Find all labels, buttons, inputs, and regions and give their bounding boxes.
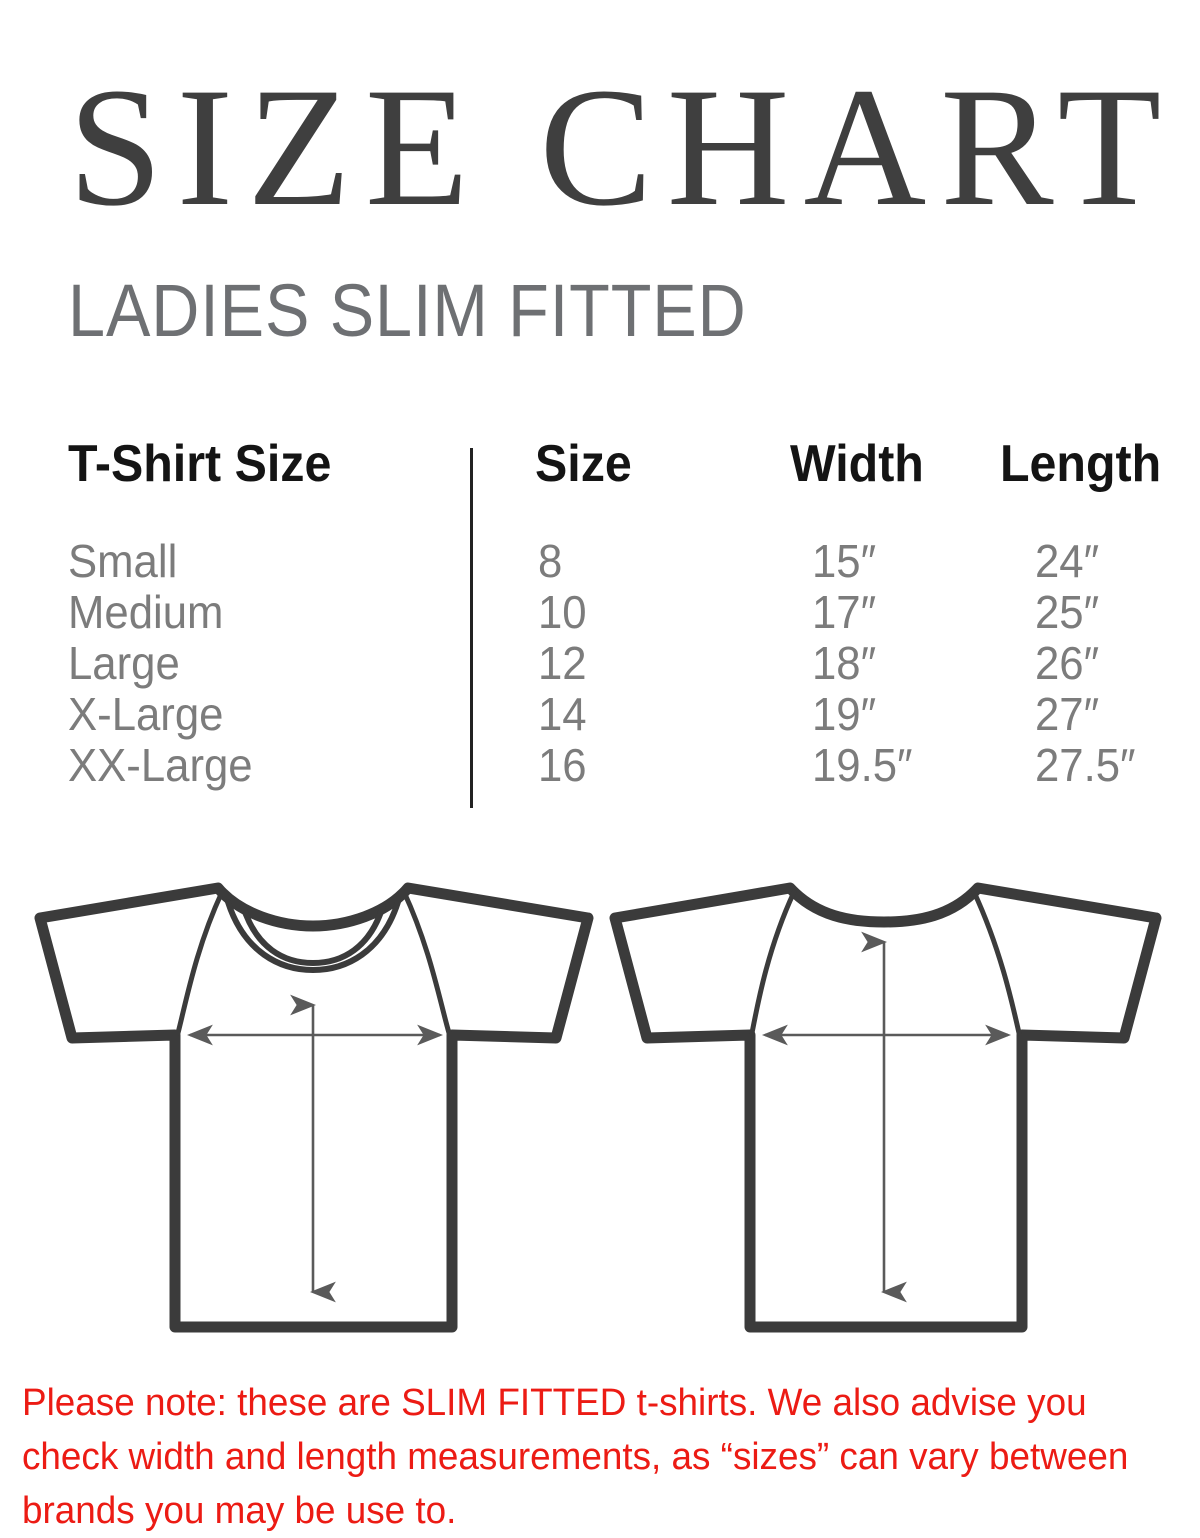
table-row: XX-Large 16 19.5″ 27.5″	[0, 740, 1200, 791]
cell-width: 17″	[812, 586, 877, 638]
collar-ring-inner-front	[240, 903, 386, 967]
cell-size-number: 14	[538, 688, 587, 740]
armhole-seam-left-back	[749, 889, 797, 1036]
column-header-width: Width	[790, 435, 924, 493]
cell-size-name: X-Large	[68, 688, 224, 740]
page-title: SIZE CHART	[68, 53, 1176, 241]
collar-ring-outer-front	[225, 899, 401, 974]
slim-fit-note: Please note: these are SLIM FITTED t-shi…	[22, 1382, 1129, 1532]
shirt-body-outline-back	[609, 882, 1162, 1333]
size-table: T-Shirt Size Size Width Length Small 8 1…	[0, 420, 1200, 820]
cell-size-name: Medium	[68, 586, 224, 638]
armhole-seam-right-back	[971, 889, 1022, 1036]
cell-size-name: XX-Large	[68, 739, 253, 791]
cell-width: 15″	[812, 535, 877, 587]
tshirt-diagrams	[0, 830, 1200, 1350]
cell-length: 26″	[1035, 637, 1100, 689]
t-shirt-front-view	[34, 882, 594, 1333]
cell-width: 19″	[812, 688, 877, 740]
t-shirt-back-view	[609, 882, 1162, 1333]
column-header-length: Length	[1000, 435, 1162, 493]
cell-width: 19.5″	[812, 739, 913, 791]
cell-length: 27″	[1035, 688, 1100, 740]
column-divider	[470, 448, 473, 808]
page-subtitle: LADIES SLIM FITTED	[68, 269, 747, 352]
cell-size-number: 8	[538, 535, 563, 587]
table-body: Small 8 15″ 24″ Medium 10 17″ 25″ Large …	[0, 536, 1200, 791]
cell-size-number: 10	[538, 586, 587, 638]
cell-size-name: Small	[68, 535, 178, 587]
table-row: Small 8 15″ 24″	[0, 536, 1200, 587]
armhole-seam-right-front	[401, 889, 452, 1036]
cell-length: 24″	[1035, 535, 1100, 587]
table-row: Medium 10 17″ 25″	[0, 587, 1200, 638]
table-header-row: T-Shirt Size Size Width Length	[0, 434, 1200, 504]
cell-size-number: 12	[538, 637, 587, 689]
cell-size-name: Large	[68, 637, 180, 689]
cell-length: 27.5″	[1035, 739, 1136, 791]
cell-width: 18″	[812, 637, 877, 689]
armhole-seam-left-front	[175, 889, 225, 1036]
cell-length: 25″	[1035, 586, 1100, 638]
table-row: X-Large 14 19″ 27″	[0, 689, 1200, 740]
table-row: Large 12 18″ 26″	[0, 638, 1200, 689]
column-header-tshirt-size: T-Shirt Size	[68, 435, 332, 493]
cell-size-number: 16	[538, 739, 587, 791]
column-header-size: Size	[535, 435, 632, 493]
